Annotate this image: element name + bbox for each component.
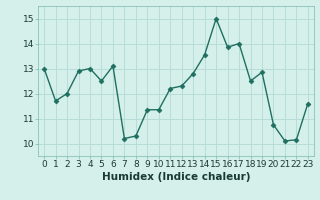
X-axis label: Humidex (Indice chaleur): Humidex (Indice chaleur) xyxy=(102,172,250,182)
